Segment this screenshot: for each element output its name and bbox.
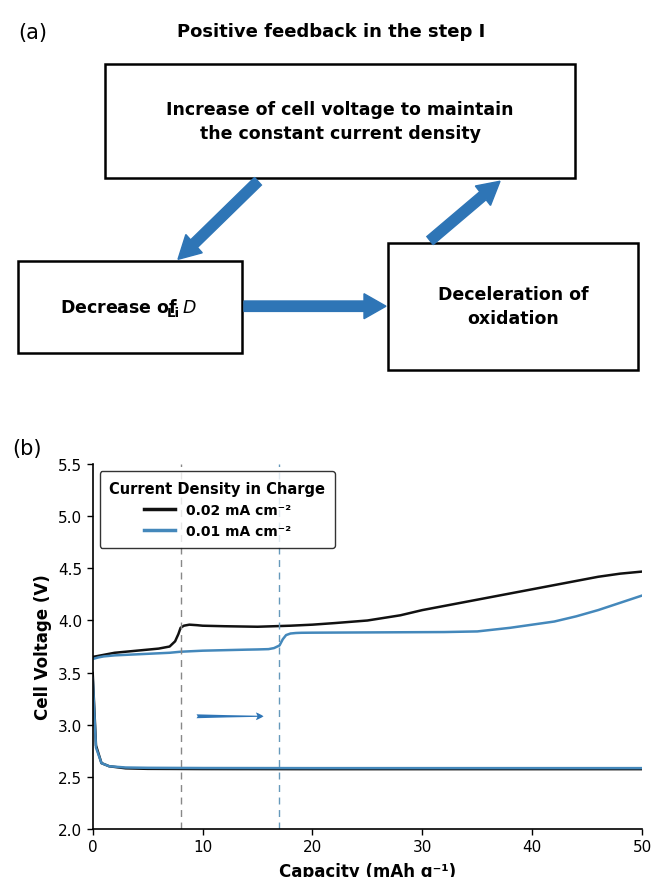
- Text: Deceleration of
oxidation: Deceleration of oxidation: [438, 286, 589, 328]
- Y-axis label: Cell Voltage (V): Cell Voltage (V): [34, 574, 52, 720]
- FancyArrow shape: [178, 178, 261, 260]
- Bar: [105, 65, 575, 179]
- Text: Increase of cell voltage to maintain
the constant current density: Increase of cell voltage to maintain the…: [166, 101, 514, 142]
- Bar: [388, 244, 638, 370]
- Text: Positive feedback in the step I: Positive feedback in the step I: [177, 23, 485, 41]
- Text: (b): (b): [12, 438, 42, 459]
- Text: Li: Li: [167, 307, 180, 319]
- Text: Decrease of $\mathit{D}$: Decrease of $\mathit{D}$: [60, 299, 197, 317]
- Bar: [18, 262, 242, 353]
- X-axis label: Capacity (mAh g⁻¹): Capacity (mAh g⁻¹): [279, 862, 456, 877]
- Legend: 0.02 mA cm⁻², 0.01 mA cm⁻²: 0.02 mA cm⁻², 0.01 mA cm⁻²: [99, 472, 335, 548]
- Text: (a): (a): [18, 23, 47, 43]
- FancyArrow shape: [244, 295, 386, 319]
- FancyArrow shape: [427, 182, 500, 246]
